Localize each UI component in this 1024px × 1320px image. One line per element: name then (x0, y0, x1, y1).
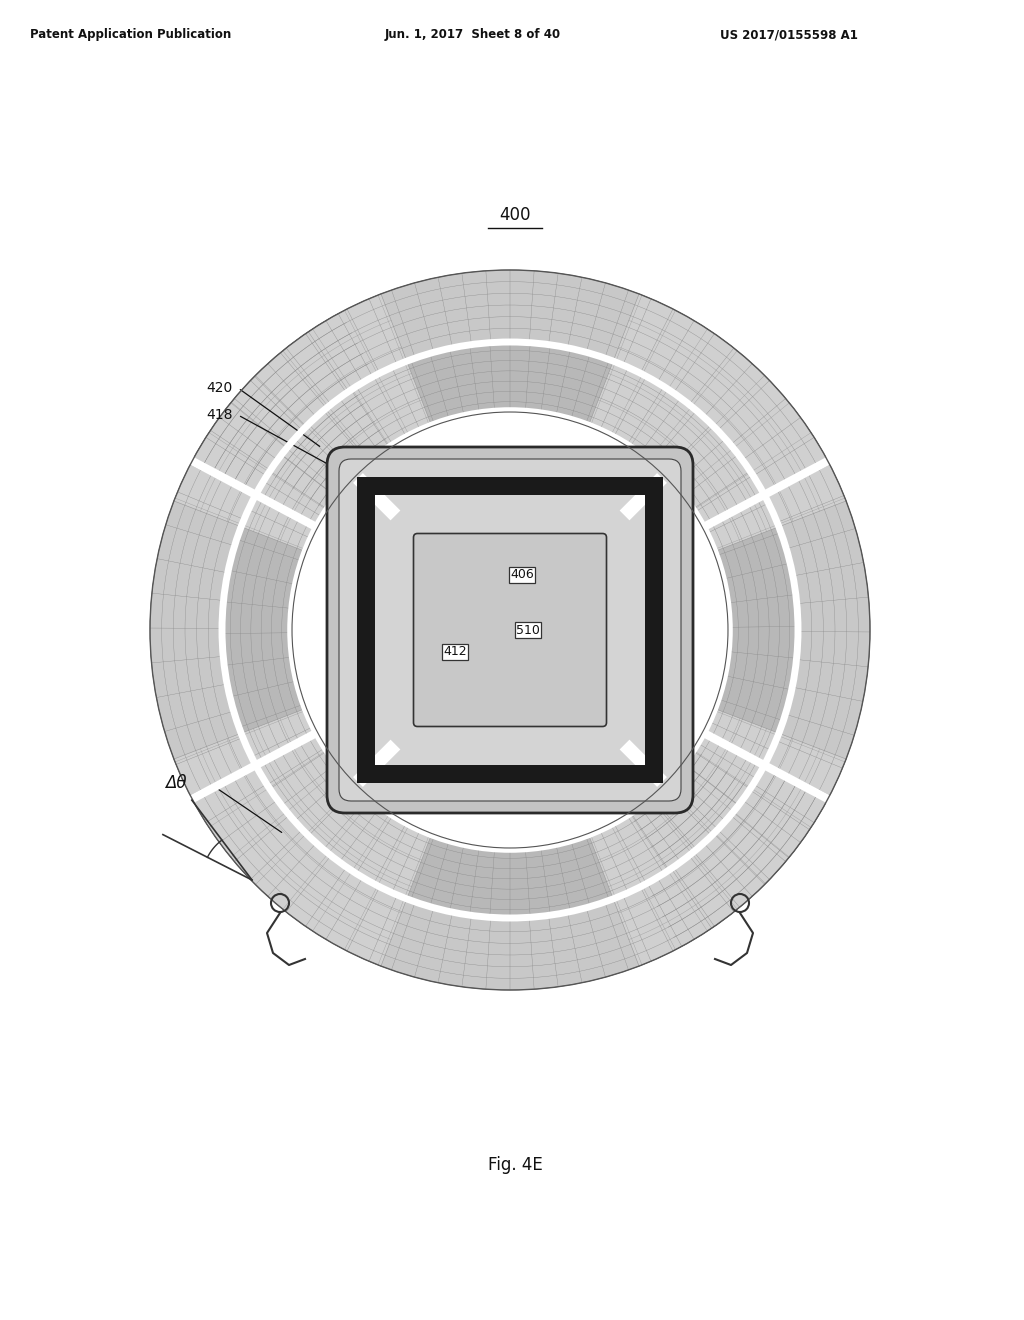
Bar (357, 477, 663, 495)
Text: US 2017/0155598 A1: US 2017/0155598 A1 (720, 28, 858, 41)
Bar (645, 477, 663, 783)
Text: 510: 510 (516, 623, 540, 636)
Wedge shape (193, 271, 827, 494)
Wedge shape (267, 748, 754, 920)
Bar (357, 477, 375, 783)
FancyBboxPatch shape (339, 459, 681, 801)
Text: 418: 418 (207, 408, 233, 422)
Wedge shape (588, 294, 846, 552)
Text: Δθ: Δθ (165, 774, 186, 792)
Wedge shape (193, 766, 827, 990)
Text: 420: 420 (207, 381, 233, 395)
Text: Jun. 1, 2017  Sheet 8 of 40: Jun. 1, 2017 Sheet 8 of 40 (385, 28, 561, 41)
FancyBboxPatch shape (414, 533, 606, 726)
Wedge shape (220, 387, 391, 788)
Text: 412: 412 (443, 645, 467, 659)
Wedge shape (174, 708, 432, 966)
Wedge shape (629, 473, 800, 874)
Wedge shape (174, 294, 432, 552)
Wedge shape (588, 708, 846, 966)
Wedge shape (150, 312, 374, 799)
Wedge shape (267, 341, 754, 511)
Wedge shape (646, 461, 870, 948)
Bar (357, 766, 663, 783)
FancyBboxPatch shape (327, 447, 693, 813)
Text: 406: 406 (510, 569, 534, 582)
Text: Fig. 4E: Fig. 4E (487, 1156, 543, 1173)
Text: Patent Application Publication: Patent Application Publication (30, 28, 231, 41)
Text: 400: 400 (500, 206, 530, 224)
